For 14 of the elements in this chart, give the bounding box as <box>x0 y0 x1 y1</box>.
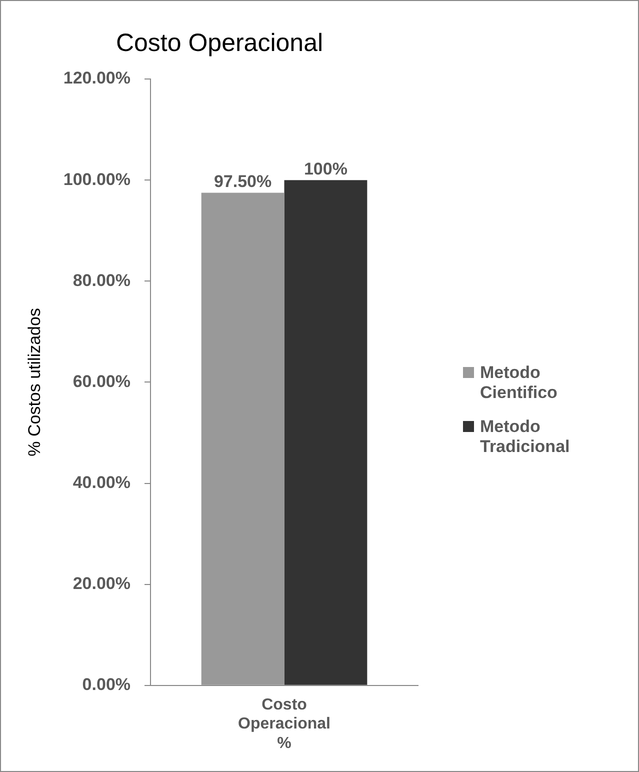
y-tick-label: 60.00% <box>72 372 131 391</box>
y-tick-label: 120.00% <box>63 68 131 88</box>
y-tick-label: 40.00% <box>72 472 131 492</box>
y-tick-label: 100.00% <box>63 170 131 189</box>
y-tick-label: 0.00% <box>82 675 131 694</box>
data-label: 97.50% <box>214 172 272 191</box>
y-tick-label: 20.00% <box>72 574 131 594</box>
legend-label: Metodo Tradicional <box>480 417 571 457</box>
chart-title: Costo Operacional <box>116 28 324 57</box>
x-tick-label: Costo Operacional % <box>238 696 330 752</box>
y-axis-title: % Costos utilizados <box>24 308 44 456</box>
y-tick-label: 80.00% <box>72 270 131 290</box>
legend-label: Metodo Cientifico <box>480 363 558 403</box>
data-label: 100% <box>304 159 348 178</box>
